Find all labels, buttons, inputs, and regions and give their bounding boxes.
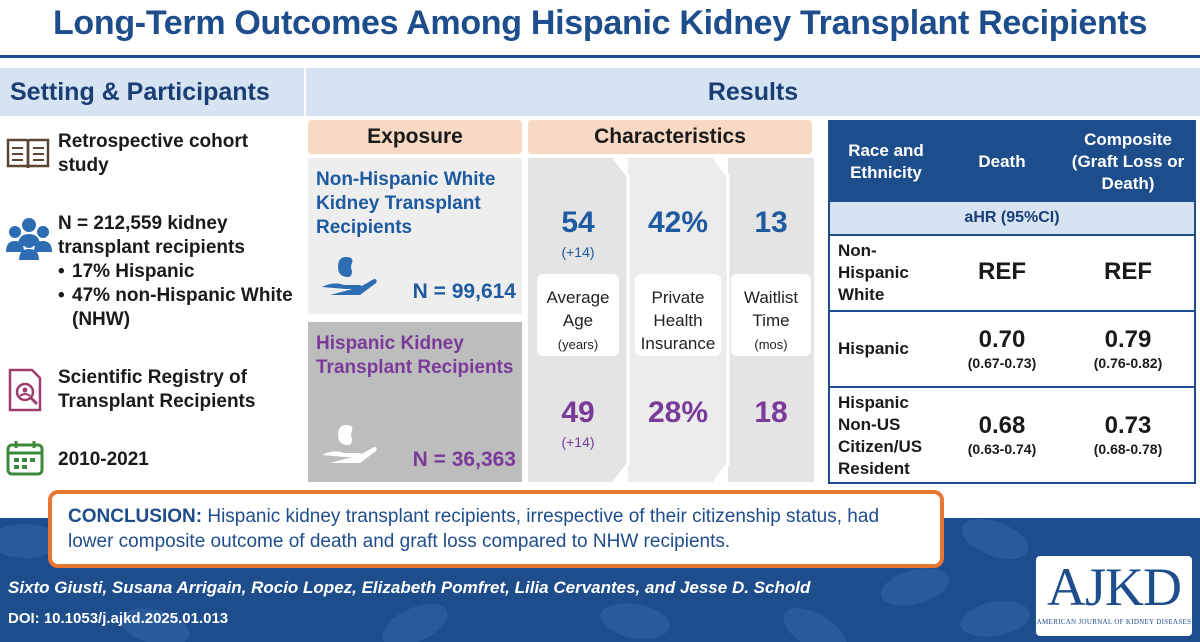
nhw-waitlist: 13 (754, 206, 788, 239)
char-col-insurance: 42% Private Health Insurance 28% (628, 158, 728, 482)
exposure-hispanic-label: Hispanic Kidney Transplant Recipients (316, 333, 514, 378)
his-insurance: 28% (647, 396, 709, 429)
doi-link[interactable]: DOI: 10.1053/j.ajkd.2025.01.013 (8, 610, 229, 627)
registry-search-icon (6, 368, 46, 417)
bullet-nhw: 47% non-Hispanic White (NHW) (58, 284, 306, 332)
authors: Sixto Giusti, Susana Arrigain, Rocio Lop… (8, 578, 811, 597)
page-title: Long-Term Outcomes Among Hispanic Kidney… (52, 4, 1148, 42)
nhw-age-sd: (+14) (561, 244, 595, 260)
setting-header: Setting & Participants (0, 68, 304, 116)
insurance-label-text: Private Health Insurance (640, 288, 716, 353)
logo-wordmark: AJKD (1046, 557, 1182, 617)
row-label-nhw: Non-Hispanic White (838, 241, 909, 304)
table-subheader: aHR (95%CI) (830, 202, 1194, 234)
exposure-hispanic: Hispanic Kidney Transplant Recipients N … (308, 322, 522, 482)
age-label: Average Age (years) (537, 274, 619, 356)
kidney-hand-icon (320, 253, 380, 302)
exposure-nhw-label: Non-Hispanic White Kidney Transplant Rec… (316, 169, 496, 238)
his-age: 49 (561, 396, 595, 429)
journal-logo: AJKD AMERICAN JOURNAL OF KIDNEY DISEASES (1036, 556, 1192, 636)
setting-item-participants: N = 212,559 kidney transplant recipients… (6, 212, 302, 332)
results-header: Results (306, 68, 1200, 116)
age-label-text: Average Age (546, 288, 610, 330)
characteristics-panel: 54 (+14) Average Age (years) 49 (+14) 42… (528, 158, 814, 482)
setting-item-study-design: Retrospective cohort study (6, 128, 302, 188)
waitlist-label: Waitlist Time (mos) (731, 274, 811, 356)
his-waitlist: 18 (754, 396, 788, 429)
setting-item-dates: 2010-2021 (6, 440, 302, 480)
noncitizen-composite: 0.73 (0.68-0.78) (1093, 412, 1163, 457)
exposure-header: Exposure (308, 120, 522, 154)
col-header-death: Death (978, 152, 1026, 171)
registry-text: Scientific Registry of Transplant Recipi… (58, 367, 256, 412)
participants-bullets: 17% Hispanic 47% non-Hispanic White (NHW… (58, 260, 306, 332)
table-row: Non-Hispanic White REF REF (830, 234, 1194, 310)
conclusion-box: CONCLUSION: Hispanic kidney transplant r… (48, 490, 944, 568)
noncitizen-death: 0.68 (0.63-0.74) (967, 412, 1037, 457)
waitlist-unit: (mos) (754, 337, 788, 352)
age-unit: (years) (557, 337, 599, 352)
kidney-hand-icon (320, 421, 380, 470)
nhw-insurance: 42% (647, 206, 709, 239)
nhw-death: REF (978, 258, 1026, 285)
char-col-waitlist: 13 Waitlist Time (mos) 18 (728, 158, 814, 482)
bullet-hispanic: 17% Hispanic (58, 260, 306, 284)
exposure-hispanic-n: N = 36,363 (412, 448, 516, 471)
insurance-label: Private Health Insurance (635, 274, 721, 356)
row-label-hispanic-noncitizen: Hispanic Non-US Citizen/US Resident (838, 393, 923, 478)
study-design-text: Retrospective cohort study (58, 131, 249, 176)
decorative-blob (956, 518, 1034, 567)
decorative-blob (957, 596, 1033, 642)
col-header-race: Race and Ethnicity (848, 141, 924, 182)
conclusion-label: CONCLUSION: (68, 506, 203, 527)
book-icon (6, 136, 50, 177)
nhw-age: 54 (561, 206, 595, 239)
row-label-hispanic: Hispanic (838, 339, 909, 358)
conclusion-text: Hispanic kidney transplant recipients, i… (68, 506, 880, 552)
decorative-blob (876, 561, 954, 613)
table-row: Hispanic 0.70 (0.67-0.73) 0.79 (0.76-0.8… (830, 310, 1194, 386)
his-age-sd: (+14) (561, 434, 595, 450)
setting-item-registry: Scientific Registry of Transplant Recipi… (6, 366, 302, 418)
exposure-nhw: Non-Hispanic White Kidney Transplant Rec… (308, 158, 522, 314)
decorative-blob (376, 594, 454, 642)
char-col-age: 54 (+14) Average Age (years) 49 (+14) (528, 158, 628, 482)
results-table: Race and Ethnicity Death Composite (Graf… (828, 120, 1196, 484)
col-header-composite: Composite (Graft Loss or Death) (1071, 130, 1185, 193)
characteristics-header: Characteristics (528, 120, 812, 154)
nhw-composite: REF (1104, 258, 1152, 285)
dates-text: 2010-2021 (58, 449, 149, 470)
people-icon (6, 216, 52, 265)
hispanic-death: 0.70 (0.67-0.73) (967, 326, 1037, 371)
participants-text: N = 212,559 kidney transplant recipients (58, 213, 245, 258)
title-divider (0, 55, 1200, 58)
exposure-nhw-n: N = 99,614 (412, 280, 516, 303)
decorative-blob (597, 598, 673, 642)
waitlist-label-text: Waitlist Time (743, 288, 799, 330)
hispanic-composite: 0.79 (0.76-0.82) (1093, 326, 1163, 371)
calendar-icon (6, 440, 44, 481)
decorative-blob (776, 598, 854, 642)
table-row: Hispanic Non-US Citizen/US Resident 0.68… (830, 386, 1194, 482)
logo-subtitle: AMERICAN JOURNAL OF KIDNEY DISEASES (1036, 618, 1192, 626)
table-header: Race and Ethnicity Death Composite (Graf… (830, 122, 1194, 202)
